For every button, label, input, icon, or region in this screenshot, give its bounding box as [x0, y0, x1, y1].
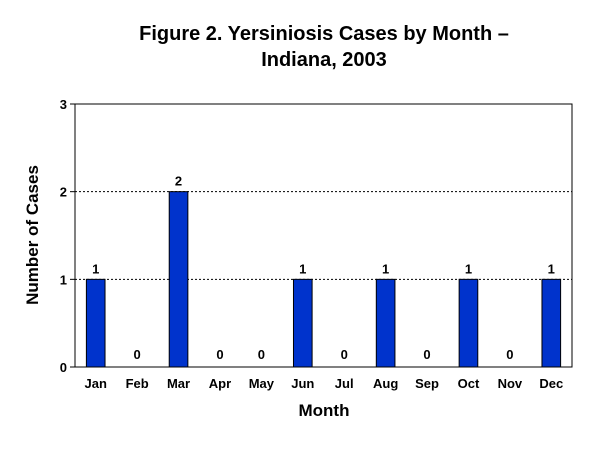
x-axis-ticks: Jan Feb Mar Apr May Jun Jul Aug Sep Oct Nov Dec — [85, 376, 564, 391]
data-label-jan: 1 — [92, 261, 99, 276]
data-label-may: 0 — [258, 347, 265, 362]
x-tick-label-apr: Apr — [209, 376, 231, 391]
x-tick-label-nov: Nov — [498, 376, 523, 391]
data-label-jul: 0 — [341, 347, 348, 362]
bar-aug — [375, 278, 396, 368]
x-tick-label-feb: Feb — [126, 376, 149, 391]
y-tick-label: 1 — [60, 272, 67, 287]
data-label-feb: 0 — [134, 347, 141, 362]
data-label-jun: 1 — [299, 261, 306, 276]
x-tick-label-aug: Aug — [373, 376, 398, 391]
x-tick-label-may: May — [249, 376, 275, 391]
x-tick-label-jan: Jan — [85, 376, 107, 391]
data-label-apr: 0 — [216, 347, 223, 362]
data-label-dec: 1 — [548, 261, 555, 276]
bar-mar — [168, 191, 189, 368]
y-axis-label: Number of Cases — [23, 165, 42, 305]
x-tick-label-dec: Dec — [539, 376, 563, 391]
y-tick-label: 3 — [60, 97, 67, 112]
x-tick-label-oct: Oct — [458, 376, 480, 391]
data-labels: 1 0 2 0 0 1 0 1 0 1 0 1 — [92, 174, 555, 362]
x-tick-label-jul: Jul — [335, 376, 354, 391]
data-label-sep: 0 — [423, 347, 430, 362]
bar-dec — [541, 278, 562, 368]
chart-title-line1: Figure 2. Yersiniosis Cases by Month – — [139, 23, 509, 45]
data-label-oct: 1 — [465, 261, 472, 276]
plot-area — [74, 103, 573, 368]
y-tick-label: 0 — [60, 360, 67, 375]
x-tick-label-jun: Jun — [291, 376, 314, 391]
gridlines — [75, 191, 572, 280]
x-tick-label-sep: Sep — [415, 376, 439, 391]
data-label-mar: 2 — [175, 174, 182, 189]
data-label-aug: 1 — [382, 261, 389, 276]
data-label-nov: 0 — [506, 347, 513, 362]
bar-oct — [458, 278, 479, 368]
x-axis-label: Month — [299, 401, 350, 420]
bar-jan — [85, 278, 106, 368]
y-tick-label: 2 — [60, 185, 67, 200]
y-axis-ticks: 0 1 2 3 — [60, 97, 75, 375]
x-tick-label-mar: Mar — [167, 376, 190, 391]
chart-title-line2: Indiana, 2003 — [261, 49, 387, 71]
bar-jun — [292, 278, 313, 368]
